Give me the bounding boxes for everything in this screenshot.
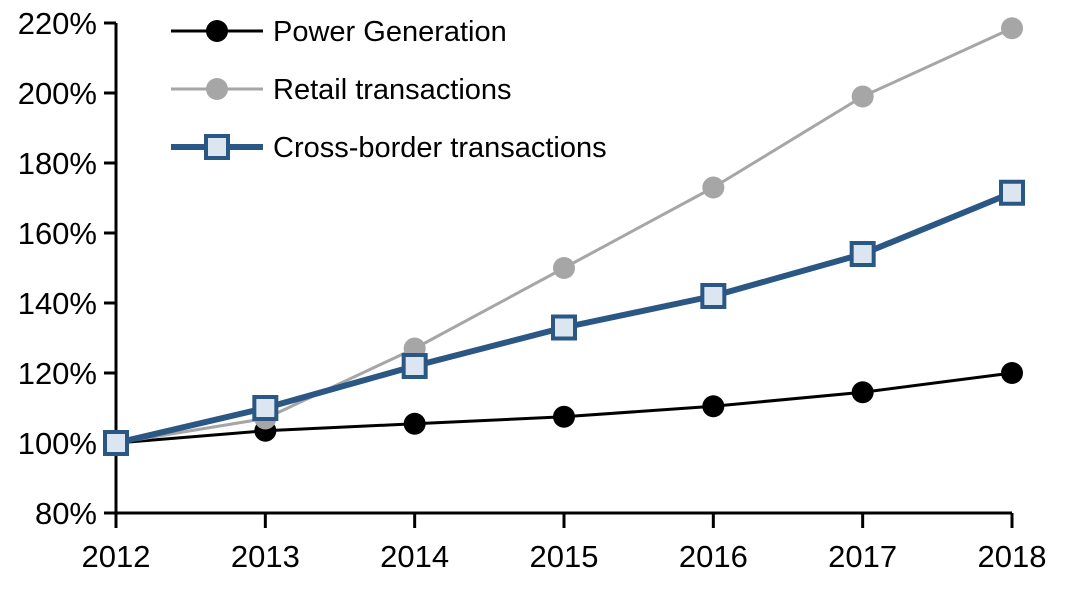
marker-circle	[553, 405, 575, 428]
marker-circle	[1001, 362, 1023, 384]
x-tick-label: 2016	[679, 539, 748, 574]
y-tick-label: 120%	[18, 356, 97, 391]
marker-circle	[403, 412, 426, 435]
y-tick-label: 160%	[18, 216, 97, 251]
marker-square	[103, 430, 129, 456]
marker-circle	[206, 78, 228, 100]
y-tick-label: 140%	[18, 286, 97, 321]
x-tick-label: 2018	[978, 539, 1047, 574]
marker-circle	[1001, 17, 1023, 40]
legend-label: Power Generation	[273, 16, 507, 48]
marker-square	[551, 314, 577, 341]
x-tick-label: 2015	[530, 539, 599, 574]
legend-label: Cross-border transactions	[273, 132, 607, 164]
marker-circle	[851, 85, 874, 108]
series-cross-border-transactions	[103, 179, 1025, 456]
y-tick-label: 180%	[18, 146, 97, 181]
legend: Power Generation Retail transactions Cross…	[171, 16, 607, 164]
marker-square	[849, 241, 876, 267]
marker-square	[999, 179, 1025, 206]
y-tick-label: 80%	[35, 496, 97, 531]
x-tick-label: 2012	[82, 539, 151, 574]
marker-square	[401, 353, 428, 379]
y-tick-label: 200%	[18, 76, 97, 111]
legend-item-retail-transactions: Retail transactions	[171, 74, 512, 106]
marker-circle	[702, 176, 725, 199]
legend-item-power-generation: Power Generation	[171, 16, 507, 48]
y-tick-label: 100%	[18, 426, 97, 461]
legend-item-cross-border-transactions: Cross-border transactions	[171, 132, 607, 164]
marker-square	[700, 283, 727, 309]
marker-circle	[206, 20, 228, 42]
marker-circle	[553, 257, 575, 279]
marker-circle	[851, 381, 874, 404]
marker-square	[204, 134, 230, 160]
x-tick-label: 2013	[231, 539, 300, 574]
marker-circle	[702, 395, 725, 418]
series-power-generation	[105, 362, 1023, 454]
marker-square	[252, 395, 279, 421]
x-tick-label: 2014	[380, 539, 449, 574]
legend-label: Retail transactions	[273, 74, 512, 106]
y-tick-label: 220%	[18, 6, 97, 41]
x-tick-label: 2017	[828, 539, 897, 574]
